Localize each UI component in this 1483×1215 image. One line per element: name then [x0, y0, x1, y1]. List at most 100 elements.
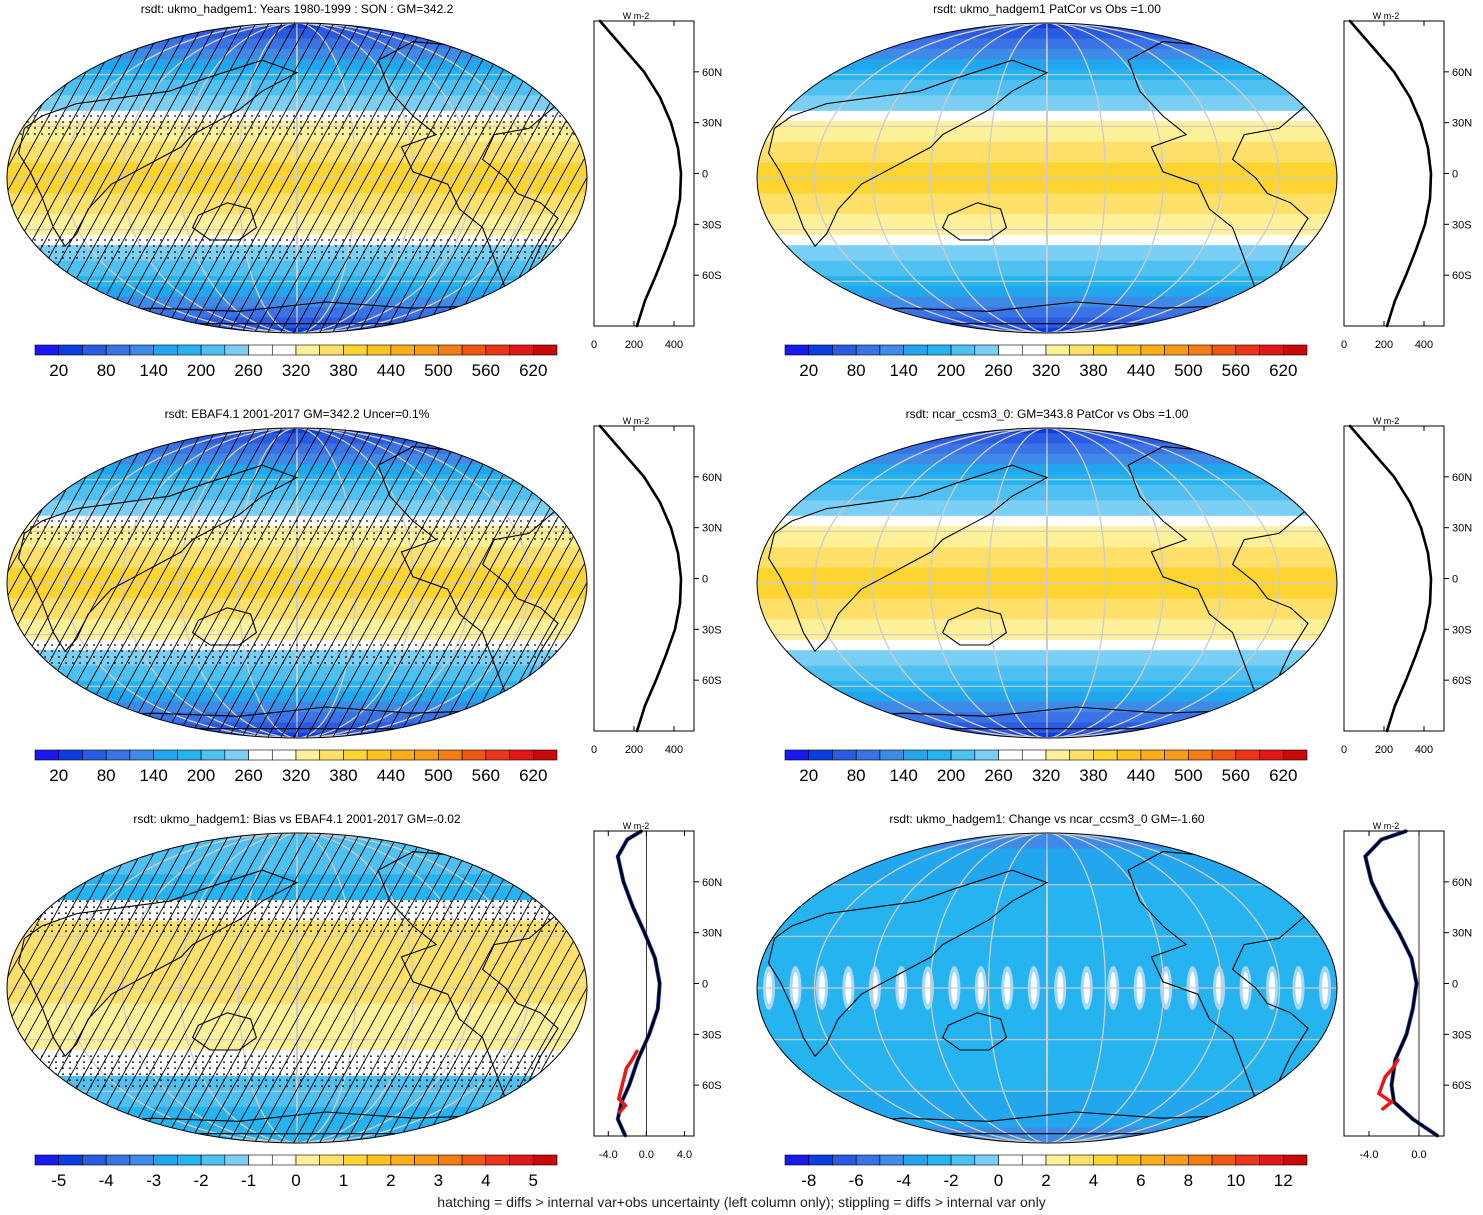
stipple — [457, 532, 459, 534]
stipple — [258, 257, 260, 259]
stipple — [380, 532, 382, 534]
stipple — [146, 1073, 148, 1076]
stipple — [177, 650, 179, 652]
stipple — [9, 662, 11, 664]
stipple — [384, 239, 386, 241]
stipple — [573, 1061, 575, 1064]
stipple — [100, 900, 102, 903]
stipple — [471, 900, 473, 903]
stipple — [345, 532, 347, 534]
x-tick-label: 200 — [625, 744, 643, 756]
map-field — [7, 428, 587, 738]
stipple — [485, 656, 487, 658]
stipple — [366, 520, 368, 522]
stipple — [233, 918, 235, 921]
stipple — [366, 538, 368, 540]
stipple — [13, 1079, 15, 1082]
stipple — [310, 532, 312, 534]
stipple — [335, 1055, 337, 1058]
stipple — [198, 918, 200, 921]
stipple — [191, 900, 193, 903]
stipple — [461, 133, 463, 135]
stipple — [34, 251, 36, 253]
stipple — [447, 1079, 449, 1082]
stipple — [296, 924, 298, 927]
stipple — [282, 662, 284, 664]
map-border — [756, 22, 1338, 334]
stipple — [307, 127, 309, 129]
meridian — [987, 428, 1107, 738]
y-tick-label: 60N — [1452, 472, 1472, 484]
stipple — [209, 1061, 211, 1064]
stipple — [380, 918, 382, 921]
stipple — [93, 900, 95, 903]
stipple — [506, 532, 508, 534]
stipple — [580, 1085, 582, 1088]
stipple — [541, 906, 543, 909]
stipple — [422, 650, 424, 652]
stipple — [324, 538, 326, 540]
stipple — [114, 912, 116, 915]
stipple — [37, 644, 39, 646]
stipple — [20, 133, 22, 135]
stipple — [328, 257, 330, 259]
stipple — [583, 930, 585, 933]
hatch-line — [176, 428, 348, 738]
stipple — [23, 650, 25, 652]
stipple — [191, 918, 193, 921]
colorbar-swatch — [105, 1154, 131, 1166]
stipple — [251, 245, 253, 247]
stipple — [293, 115, 295, 117]
stipple — [461, 245, 463, 247]
stipple — [282, 644, 284, 646]
stipple — [461, 239, 463, 241]
hatch-line — [254, 428, 426, 738]
stipple — [356, 121, 358, 123]
stipple — [289, 656, 291, 658]
stipple — [527, 538, 529, 540]
hatch-line — [215, 428, 387, 738]
stipple — [170, 644, 172, 646]
stipple — [296, 900, 298, 903]
stipple — [9, 538, 11, 540]
stipple — [184, 644, 186, 646]
colorbar-label: 320 — [282, 361, 310, 380]
colorbar-swatch — [414, 749, 439, 761]
colorbar-swatch — [808, 344, 833, 356]
stipple — [345, 644, 347, 646]
stipple — [254, 662, 256, 664]
stipple — [160, 1073, 162, 1076]
colorbar-swatch — [461, 344, 487, 356]
stipple — [258, 245, 260, 247]
stipple — [496, 251, 498, 253]
colorbar-swatch — [153, 749, 178, 761]
stipple — [58, 662, 60, 664]
stipple — [226, 532, 228, 534]
stipple — [170, 520, 172, 522]
stipple — [27, 1061, 29, 1064]
stipple — [555, 930, 557, 933]
colorbar-swatch — [153, 1154, 178, 1166]
hatch-line — [280, 23, 452, 333]
stipple — [562, 900, 564, 903]
stipple — [422, 526, 424, 528]
stipple — [548, 644, 550, 646]
stipple — [289, 532, 291, 534]
stipple — [405, 133, 407, 135]
stipple — [401, 526, 403, 528]
stipple — [499, 532, 501, 534]
stipple — [184, 526, 186, 528]
stipple — [132, 133, 134, 135]
stipple — [13, 127, 15, 129]
stipple — [65, 900, 67, 903]
colorbar-swatch — [414, 344, 439, 356]
stipple — [457, 930, 459, 933]
stipple — [429, 930, 431, 933]
stipple — [170, 900, 172, 903]
stipple — [426, 115, 428, 117]
stipple — [272, 1067, 274, 1070]
hatch-line — [59, 833, 231, 1143]
stipple — [464, 538, 466, 540]
stipple — [464, 924, 466, 927]
stipple — [338, 644, 340, 646]
